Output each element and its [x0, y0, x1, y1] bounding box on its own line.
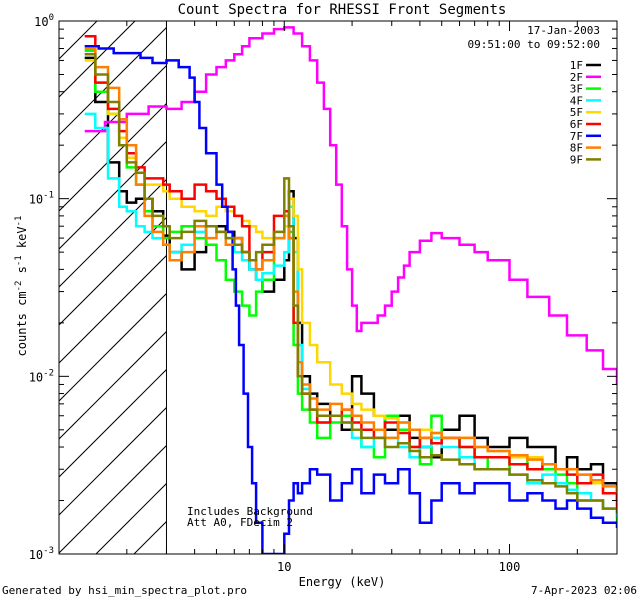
- series-7f: [84, 45, 617, 554]
- legend-label: 7F: [570, 130, 583, 143]
- x-tick-label: 100: [499, 560, 521, 574]
- hatch-line: [59, 330, 167, 440]
- legend-label: 2F: [570, 71, 583, 84]
- y-tick-label: 10-2: [29, 368, 54, 384]
- legend-label: 4F: [570, 94, 583, 107]
- hatch-line: [59, 102, 167, 212]
- hatch-line: [59, 444, 167, 554]
- series-3f: [84, 49, 617, 523]
- legend-label: 6F: [570, 118, 583, 131]
- hatch-line: [59, 21, 60, 22]
- footer-timestamp: 7-Apr-2023 02:06: [531, 584, 637, 597]
- plot-frame: [58, 20, 618, 555]
- attenuator-note: Att A0, FDecim 2: [187, 516, 293, 529]
- legend-label: 1F: [570, 59, 583, 72]
- y-axis-label: counts cm-2 s-1 keV-1: [14, 216, 29, 357]
- hatch-line: [59, 64, 167, 174]
- legend-label: 9F: [570, 153, 583, 166]
- series-9f: [84, 52, 617, 514]
- legend-label: 8F: [570, 142, 583, 155]
- hatched-region: [59, 21, 167, 554]
- footer-generated-by: Generated by hsi_min_spectra_plot.pro: [2, 584, 247, 597]
- chart-title: Count Spectra for RHESSI Front Segments: [178, 2, 507, 18]
- series-2f: [84, 26, 617, 385]
- hatch-line: [59, 216, 167, 326]
- date-annotation: 17-Jan-2003: [527, 24, 600, 37]
- y-tick-label: 100: [34, 13, 54, 29]
- series-8f: [84, 47, 617, 494]
- hatch-line: [59, 254, 167, 364]
- hatch-line: [59, 26, 167, 136]
- hatch-line: [59, 140, 167, 250]
- legend-label: 5F: [570, 106, 583, 119]
- legend-label: 3F: [570, 83, 583, 96]
- series-1f: [84, 56, 617, 501]
- series-5f: [84, 59, 617, 501]
- y-tick-label: 10-3: [29, 546, 54, 562]
- hatch-line: [59, 368, 167, 478]
- hatch-line: [59, 406, 167, 516]
- y-tick-label: 10-1: [29, 191, 54, 207]
- series-group: [84, 26, 617, 554]
- time-range-annotation: 09:51:00 to 09:52:00: [468, 38, 600, 51]
- hatch-line: [59, 178, 167, 288]
- background-note: Includes Background: [187, 505, 313, 518]
- x-axis-label: Energy (keV): [299, 575, 386, 589]
- y-axis-ticks: 10-3 10-2 10-1 100: [29, 13, 617, 562]
- x-axis-ticks: 10 100: [58, 21, 618, 574]
- x-tick-label: 10: [277, 560, 291, 574]
